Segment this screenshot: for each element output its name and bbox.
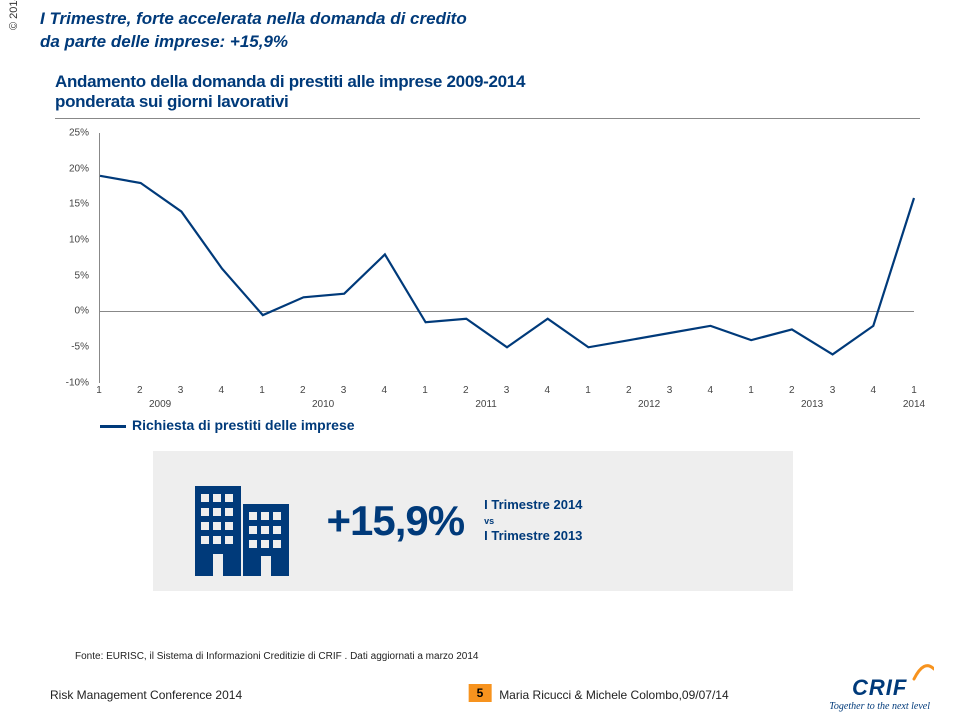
x-tick: 1 — [585, 385, 591, 396]
legend-swatch — [100, 425, 126, 428]
slide-title: I Trimestre, forte accelerata nella doma… — [0, 0, 960, 62]
chart-series — [100, 133, 914, 383]
x-tick: 3 — [667, 385, 673, 396]
y-tick: 5% — [75, 270, 89, 281]
footer-left: Risk Management Conference 2014 — [50, 688, 242, 702]
crif-logo: CRIF Together to the next level — [829, 675, 930, 712]
x-tick: 3 — [504, 385, 510, 396]
y-tick: 25% — [69, 127, 89, 138]
x-year-label: 2009 — [149, 399, 171, 410]
series-line — [100, 176, 914, 355]
x-tick: 4 — [544, 385, 550, 396]
x-tick: 2 — [300, 385, 306, 396]
x-year-label: 2012 — [638, 399, 660, 410]
buildings-icon — [177, 466, 307, 576]
x-year-label: 2014 — [903, 399, 925, 410]
x-year-label: 2010 — [312, 399, 334, 410]
x-tick: 3 — [178, 385, 184, 396]
x-tick: 4 — [707, 385, 713, 396]
callout-wrap: +15,9% I Trimestre 2014 vs I Trimestre 2… — [55, 451, 890, 591]
page-number: 5 — [469, 684, 492, 702]
y-tick: -5% — [71, 342, 89, 353]
callout-panel: +15,9% I Trimestre 2014 vs I Trimestre 2… — [153, 451, 793, 591]
plot-area — [99, 133, 914, 383]
callout-period: I Trimestre 2014 vs I Trimestre 2013 — [484, 496, 582, 545]
legend-label: Richiesta di prestiti delle imprese — [132, 417, 355, 433]
x-year-label: 2011 — [475, 399, 497, 410]
x-axis: 1 2 3 4 1 2 3 4 1 2 3 4 1 2 3 4 1 2 3 4 1 2009 2010 2011 2012 201… — [99, 383, 914, 413]
copyright-text: © 2014 — [8, 0, 20, 30]
title-line1: I Trimestre, forte accelerata nella doma… — [40, 8, 950, 31]
y-tick: 20% — [69, 163, 89, 174]
x-tick: 2 — [137, 385, 143, 396]
x-tick: 1 — [259, 385, 265, 396]
x-tick: 1 — [96, 385, 102, 396]
chart-title-rule — [55, 118, 920, 119]
source-text: Fonte: EURISC, il Sistema di Informazion… — [75, 651, 479, 662]
legend: Richiesta di prestiti delle imprese — [0, 413, 960, 441]
y-tick: -10% — [66, 377, 89, 388]
x-tick: 1 — [422, 385, 428, 396]
y-tick: 0% — [75, 306, 89, 317]
footer: Risk Management Conference 2014 5 Maria … — [0, 670, 960, 720]
x-year-label: 2013 — [801, 399, 823, 410]
x-tick: 4 — [218, 385, 224, 396]
x-tick: 2 — [626, 385, 632, 396]
y-tick: 10% — [69, 235, 89, 246]
copyright-badge: © 2014 — [0, 0, 30, 50]
x-tick: 2 — [463, 385, 469, 396]
callout-value: +15,9% — [327, 497, 465, 545]
x-tick: 3 — [341, 385, 347, 396]
logo-swoosh-icon — [912, 661, 934, 683]
title-line2: da parte delle imprese: +15,9% — [40, 31, 950, 54]
footer-right: Maria Ricucci & Michele Colombo,09/07/14 — [499, 688, 728, 702]
x-tick: 4 — [381, 385, 387, 396]
x-tick: 1 — [911, 385, 917, 396]
y-axis: -10%-5%0%5%10%15%20%25% — [55, 133, 95, 413]
y-tick: 15% — [69, 199, 89, 210]
x-tick: 3 — [830, 385, 836, 396]
chart-title: Andamento della domanda di prestiti alle… — [0, 62, 960, 123]
x-tick: 1 — [748, 385, 754, 396]
x-tick: 4 — [870, 385, 876, 396]
line-chart: -10%-5%0%5%10%15%20%25% 1234123412341234… — [55, 133, 920, 413]
x-tick: 2 — [789, 385, 795, 396]
